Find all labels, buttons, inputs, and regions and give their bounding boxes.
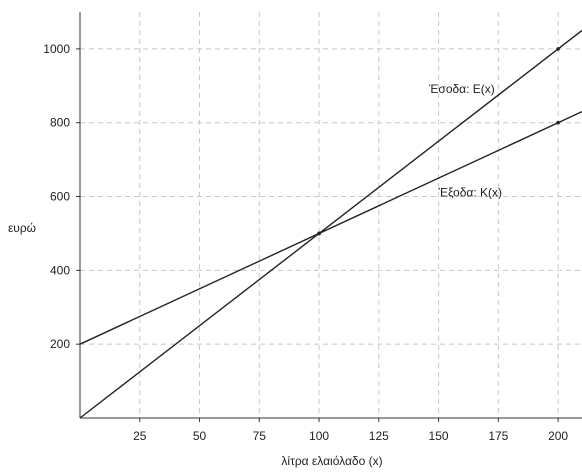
- series-lines: [79, 29, 582, 419]
- y-tick-label: 200: [50, 337, 70, 351]
- y-tick-label: 600: [50, 190, 70, 204]
- x-tick-label: 200: [548, 429, 568, 443]
- series-annotation: Έξοδα: K(x): [438, 186, 502, 200]
- grid-lines: [80, 12, 582, 418]
- series-annotation: Έσοδα: E(x): [428, 82, 495, 96]
- x-tick-label: 150: [429, 429, 449, 443]
- y-tick-label: 1000: [43, 42, 70, 56]
- y-tick-label: 400: [50, 263, 70, 277]
- x-tick-label: 175: [488, 429, 508, 443]
- y-tick-label: 800: [50, 116, 70, 130]
- annotations: Έσοδα: E(x) Έξοδα: K(x): [428, 82, 502, 199]
- axes: [76, 12, 582, 422]
- x-tick-label: 75: [253, 429, 267, 443]
- series-point: [317, 231, 321, 236]
- x-tick-label: 125: [369, 429, 389, 443]
- series-line-2: [79, 111, 582, 345]
- series-point: [556, 120, 560, 125]
- x-axis-label: λίτρα ελαιόλαδο (x): [281, 454, 382, 468]
- series-point: [556, 47, 560, 51]
- x-tick-label: 100: [309, 429, 329, 443]
- y-axis-label: ευρώ: [8, 221, 36, 235]
- x-tick-label: 50: [193, 429, 207, 443]
- tick-labels: 25 50 75 100 125 150 175 200 200 400 600 800 1000: [43, 42, 568, 443]
- x-tick-label: 25: [133, 429, 147, 443]
- series-line-1: [79, 29, 582, 419]
